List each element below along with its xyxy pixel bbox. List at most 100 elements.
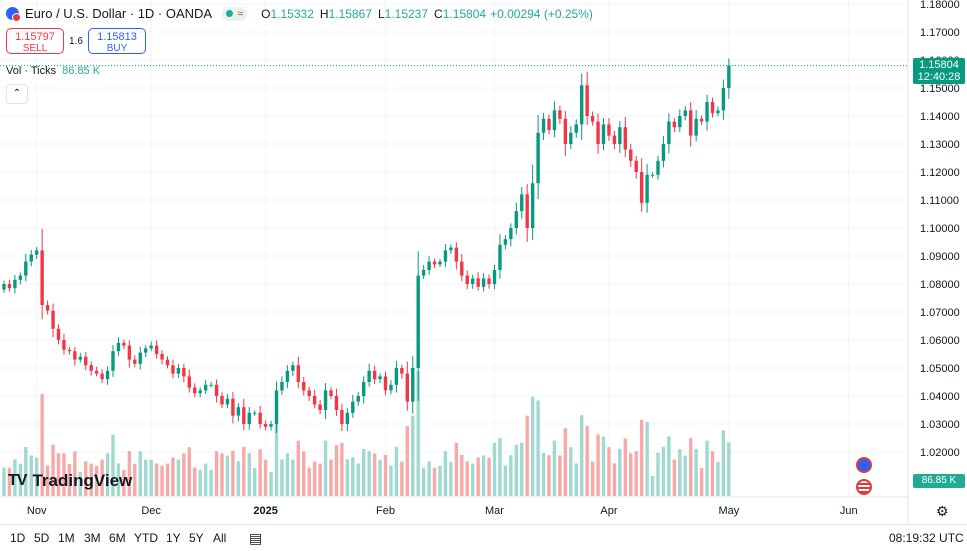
price-tick-label: 1.10000 bbox=[920, 223, 960, 235]
candle-body bbox=[678, 116, 682, 128]
candle-body bbox=[2, 284, 6, 290]
volume-bar bbox=[356, 463, 360, 496]
close-value: 1.15804 bbox=[442, 6, 487, 21]
candle-body bbox=[699, 118, 704, 122]
buy-label: BUY bbox=[106, 43, 128, 54]
candle-body bbox=[421, 270, 426, 276]
candle-body bbox=[187, 376, 191, 388]
date-range-calendar-icon[interactable]: ▤ bbox=[249, 530, 263, 546]
volume-bar bbox=[421, 467, 426, 496]
tradingview-logo[interactable]: TV TradingView bbox=[8, 471, 132, 491]
volume-bar bbox=[149, 459, 153, 496]
volume-bar bbox=[2, 467, 6, 496]
range-3m-button[interactable]: 3M bbox=[84, 531, 101, 545]
volume-bar bbox=[225, 455, 230, 496]
volume-bar bbox=[193, 467, 197, 496]
market-status-badge[interactable]: ≈ bbox=[222, 6, 248, 21]
candle-body bbox=[329, 390, 333, 396]
volume-bar bbox=[629, 453, 633, 496]
candle-body bbox=[29, 254, 33, 262]
high-label: H bbox=[319, 6, 329, 21]
volume-bar bbox=[100, 459, 104, 496]
volume-bar bbox=[705, 440, 709, 496]
candle-body bbox=[67, 349, 72, 352]
candle-body bbox=[389, 384, 393, 391]
open-label: O bbox=[261, 6, 271, 21]
candle-body bbox=[13, 279, 17, 289]
candle-body bbox=[122, 342, 126, 346]
candle-body bbox=[340, 410, 344, 424]
volume-bar bbox=[634, 451, 638, 496]
utc-clock[interactable]: 08:19:32 UTC bbox=[889, 531, 964, 545]
range-5y-button[interactable]: 5Y bbox=[189, 531, 204, 545]
volume-bar bbox=[656, 453, 660, 496]
candle-body bbox=[105, 370, 110, 380]
currency-pair-icon bbox=[6, 7, 21, 22]
volume-bar bbox=[672, 459, 677, 496]
candle-body bbox=[372, 370, 377, 380]
data-delay-icon: ≈ bbox=[237, 7, 244, 20]
range-5d-button[interactable]: 5D bbox=[34, 531, 50, 545]
candle-body bbox=[514, 211, 518, 228]
candle-body bbox=[176, 368, 181, 374]
price-tick-label: 1.15000 bbox=[920, 83, 960, 95]
candle-body bbox=[334, 396, 339, 410]
volume-bar bbox=[242, 446, 246, 496]
volume-bar bbox=[699, 467, 704, 496]
volume-bar bbox=[645, 422, 649, 496]
range-all-button[interactable]: All bbox=[213, 531, 227, 545]
volume-bar bbox=[302, 451, 306, 496]
sell-button[interactable]: 1.15797 SELL bbox=[6, 28, 64, 54]
candle-body bbox=[623, 127, 627, 150]
chart-settings-gear-icon[interactable]: ⚙ bbox=[936, 503, 949, 519]
candle-body bbox=[383, 376, 388, 391]
range-6m-button[interactable]: 6M bbox=[109, 531, 126, 545]
volume-bar bbox=[263, 459, 268, 496]
volume-bar bbox=[84, 461, 88, 496]
candle-body bbox=[563, 118, 568, 144]
candle-body bbox=[536, 132, 540, 184]
volume-bar bbox=[541, 453, 546, 496]
candle-body bbox=[165, 359, 170, 366]
candle-body bbox=[209, 384, 213, 386]
volume-bar bbox=[580, 415, 584, 496]
range-ytd-button[interactable]: YTD bbox=[134, 531, 158, 545]
us-events-flag-icon[interactable] bbox=[856, 479, 872, 495]
volume-bar bbox=[154, 463, 159, 496]
symbol-title[interactable]: Euro / U.S. Dollar · 1D · OANDA bbox=[25, 6, 213, 21]
volume-bar bbox=[312, 461, 317, 496]
volume-bar bbox=[530, 396, 535, 496]
volume-bar bbox=[716, 461, 720, 496]
volume-bar bbox=[258, 449, 262, 496]
eu-events-flag-icon[interactable] bbox=[856, 457, 872, 473]
candle-body bbox=[182, 368, 186, 377]
range-1y-button[interactable]: 1Y bbox=[166, 531, 181, 545]
volume-bar bbox=[585, 425, 589, 496]
volume-bar bbox=[372, 453, 377, 496]
candle-body bbox=[585, 85, 589, 116]
collapse-legend-button[interactable]: ⌃ bbox=[6, 84, 28, 104]
volume-bar bbox=[280, 459, 284, 496]
range-1m-button[interactable]: 1M bbox=[58, 531, 75, 545]
candle-body bbox=[35, 250, 39, 255]
candle-body bbox=[269, 424, 273, 427]
volume-bar bbox=[536, 400, 540, 496]
volume-bar bbox=[411, 415, 415, 496]
volume-bar bbox=[487, 457, 491, 496]
volume-bar bbox=[56, 453, 61, 496]
volume-bar bbox=[427, 461, 431, 496]
buy-button[interactable]: 1.15813 BUY bbox=[88, 28, 146, 54]
volume-bar bbox=[165, 463, 170, 496]
candle-body bbox=[460, 261, 464, 276]
volume-legend[interactable]: Vol · Ticks 86.85 K bbox=[6, 65, 100, 77]
price-tick-label: 1.14000 bbox=[920, 111, 960, 123]
volume-bar bbox=[269, 471, 273, 496]
range-1d-button[interactable]: 1D bbox=[10, 531, 26, 545]
candle-body bbox=[214, 384, 219, 396]
candle-body bbox=[40, 250, 44, 305]
candle-body bbox=[443, 250, 448, 262]
volume-bar bbox=[18, 463, 23, 496]
candle-body bbox=[520, 194, 524, 212]
candle-body bbox=[541, 118, 546, 133]
